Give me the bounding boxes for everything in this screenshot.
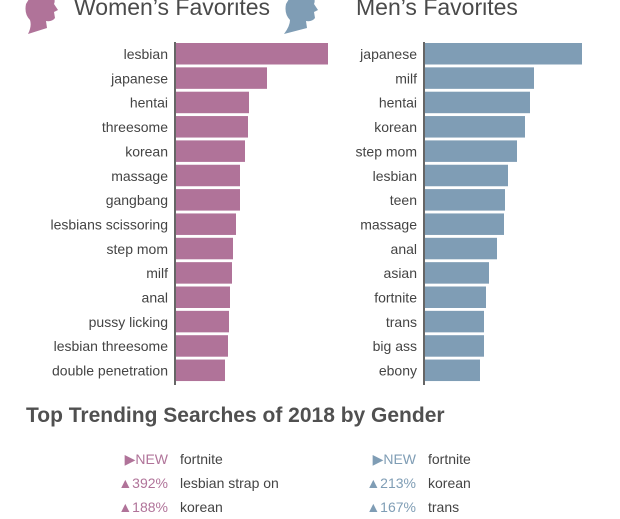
women-category-label: korean xyxy=(125,143,168,159)
men-category-label: big ass xyxy=(373,338,417,354)
men-trending-item: ▲213% korean xyxy=(360,471,471,495)
women-favorites-header: Women’s Favorites xyxy=(74,0,270,20)
women-bar xyxy=(176,189,240,211)
trend-term: fortnite xyxy=(180,451,223,467)
women-category-label: lesbian threesome xyxy=(54,338,169,354)
trend-change: ▲188% xyxy=(118,499,168,515)
men-bar xyxy=(425,189,505,211)
trend-change: ▲392% xyxy=(118,475,168,491)
women-category-label: pussy licking xyxy=(89,314,168,330)
women-bar xyxy=(176,43,328,65)
trend-term: korean xyxy=(180,499,223,515)
women-bar xyxy=(176,67,267,89)
trend-term: fortnite xyxy=(428,451,471,467)
men-category-label: milf xyxy=(395,70,417,86)
men-category-label: trans xyxy=(386,314,417,330)
men-bar xyxy=(425,286,486,308)
women-bar xyxy=(176,164,240,187)
men-bar xyxy=(425,116,525,138)
men-bar xyxy=(425,237,497,260)
women-category-label: lesbian xyxy=(124,46,168,62)
men-category-label: step mom xyxy=(356,143,417,159)
women-bar xyxy=(176,359,225,382)
trend-term: lesbian strap on xyxy=(180,475,279,491)
favorites-bar-charts: lesbian japanese hentai threesome korean mass… xyxy=(51,42,582,385)
trending-title: Top Trending Searches of 2018 by Gender xyxy=(26,404,445,427)
men-category-label: anal xyxy=(391,241,417,257)
men-bar xyxy=(425,43,582,65)
trend-change: ▶NEW xyxy=(124,451,168,467)
women-trending-item: ▲392% lesbian strap on xyxy=(112,471,279,495)
men-trending-item: ▶NEW fortnite xyxy=(360,447,471,471)
women-trending-item: ▶NEW fortnite xyxy=(112,447,223,471)
women-bar xyxy=(176,286,230,308)
women-bar xyxy=(176,310,229,333)
men-category-label: korean xyxy=(374,119,417,135)
men-bar xyxy=(425,359,480,382)
women-bar xyxy=(176,91,249,114)
man-head-icon xyxy=(284,0,318,34)
women-category-label: japanese xyxy=(110,70,168,86)
women-category-label: anal xyxy=(142,290,168,306)
trend-change: ▶NEW xyxy=(372,451,416,467)
men-bar xyxy=(425,213,504,235)
trend-change: ▲213% xyxy=(366,475,416,491)
men-bar xyxy=(425,91,530,114)
men-bar xyxy=(425,140,517,162)
women-bar xyxy=(176,116,248,138)
trend-term: korean xyxy=(428,475,471,491)
men-category-label: teen xyxy=(390,192,417,208)
women-bar xyxy=(176,262,232,284)
men-category-label: hentai xyxy=(379,95,417,111)
women-bar xyxy=(176,237,233,260)
woman-head-icon xyxy=(25,0,58,34)
women-category-label: lesbians scissoring xyxy=(51,216,169,232)
women-category-label: step mom xyxy=(107,241,168,257)
men-bar xyxy=(425,310,484,333)
women-bar xyxy=(176,140,245,162)
women-bar xyxy=(176,213,236,235)
men-trending-item: ▲167% trans xyxy=(360,495,459,519)
men-category-label: fortnite xyxy=(374,290,417,306)
men-bar xyxy=(425,164,508,187)
women-category-label: hentai xyxy=(130,95,168,111)
men-category-label: asian xyxy=(384,265,417,281)
men-category-label: ebony xyxy=(379,363,417,379)
men-bar xyxy=(425,67,534,89)
men-bar xyxy=(425,262,489,284)
women-category-label: gangbang xyxy=(106,192,168,208)
women-bar xyxy=(176,335,228,357)
women-trending-item: ▲188% korean xyxy=(112,495,223,519)
women-category-label: milf xyxy=(146,265,168,281)
trend-change: ▲167% xyxy=(366,499,416,515)
women-category-label: double penetration xyxy=(52,363,168,379)
men-category-label: japanese xyxy=(359,46,417,62)
men-category-label: massage xyxy=(360,216,417,232)
men-favorites-header: Men’s Favorites xyxy=(356,0,518,20)
men-bar xyxy=(425,335,484,357)
men-category-label: lesbian xyxy=(373,168,417,184)
women-category-label: threesome xyxy=(102,119,168,135)
trend-term: trans xyxy=(428,499,460,515)
women-category-label: massage xyxy=(111,168,168,184)
